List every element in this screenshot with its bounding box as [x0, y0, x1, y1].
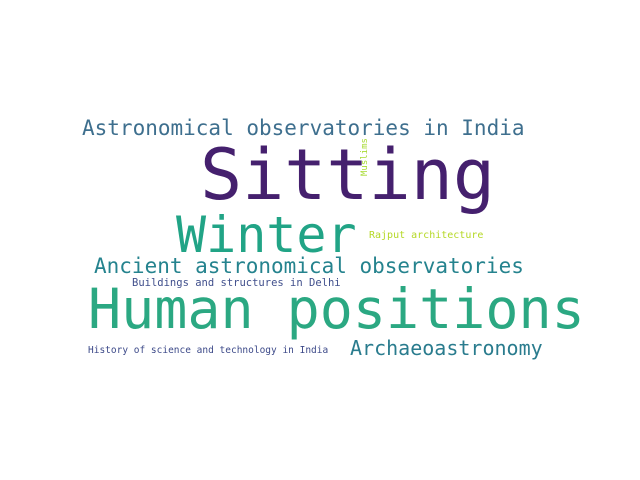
word-archaeoastronomy: Archaeoastronomy	[350, 336, 543, 360]
word-ancient-astronomical-observatories: Ancient astronomical observatories	[94, 254, 524, 278]
word-winter: Winter	[176, 206, 357, 264]
word-human-positions: Human positions	[88, 277, 585, 341]
word-buildings-and-structures-in-delhi: Buildings and structures in Delhi	[132, 277, 341, 289]
word-astronomical-observatories-in-india: Astronomical observatories in India	[82, 116, 525, 140]
word-sitting: Sitting	[200, 134, 496, 216]
word-muslims: Muslims	[360, 138, 370, 176]
word-history-of-science-and-technology-in-india: History of science and technology in Ind…	[88, 345, 329, 356]
word-rajput-architecture: Rajput architecture	[369, 230, 484, 241]
